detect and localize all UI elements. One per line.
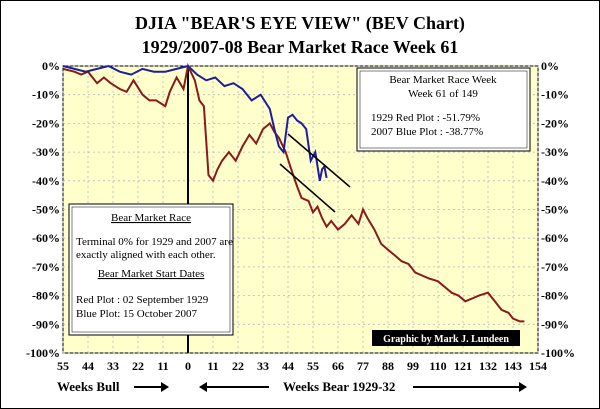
y-tick-label-left: -80% bbox=[32, 289, 60, 303]
y-tick-label-left: -100% bbox=[26, 346, 60, 360]
x-tick-label: 44 bbox=[282, 359, 294, 373]
bottom-label-bull: Weeks Bull bbox=[57, 379, 120, 394]
y-tick-label-left: -90% bbox=[32, 317, 60, 331]
x-tick-label: 33 bbox=[107, 359, 119, 373]
y-tick-label-right: 0% bbox=[541, 59, 559, 73]
y-axis-right: 0% -10% -20% -30% -40% -50% -60% -70% -80% -90% -1… bbox=[541, 59, 575, 360]
y-tick-label-right: -20% bbox=[541, 116, 569, 130]
x-tick-label: 55 bbox=[307, 359, 319, 373]
race-week-box-inner bbox=[359, 70, 528, 149]
arrow-bull-head bbox=[161, 382, 169, 392]
y-tick-label-left: -50% bbox=[32, 203, 60, 217]
credit-text: Graphic by Mark J. Lundeen bbox=[383, 334, 509, 345]
race-week-subtitle: Week 61 of 149 bbox=[408, 88, 478, 100]
x-axis: 55 44 33 22 11 0 11 22 33 44 55 66 77 88 99 110 121 132 14… bbox=[57, 359, 547, 373]
notes-text-line2: exactly aligned with each other. bbox=[76, 249, 216, 261]
y-tick-label-left: -30% bbox=[32, 145, 60, 159]
y-tick-label-left: -10% bbox=[32, 88, 60, 102]
y-tick-label-left: -60% bbox=[32, 231, 60, 245]
y-tick-label-right: -100% bbox=[541, 346, 575, 360]
y-tick-label-right: -10% bbox=[541, 88, 569, 102]
x-tick-label: 132 bbox=[479, 359, 497, 373]
trend-line-lower bbox=[279, 163, 336, 213]
y-tick-label-right: -70% bbox=[541, 260, 569, 274]
y-tick-label-left: -40% bbox=[32, 174, 60, 188]
x-tick-label: 11 bbox=[207, 359, 218, 373]
x-tick-label: 121 bbox=[454, 359, 472, 373]
bottom-label-bear: Weeks Bear 1929-32 bbox=[283, 379, 395, 394]
x-tick-label: 77 bbox=[357, 359, 369, 373]
y-tick-label-right: -30% bbox=[541, 145, 569, 159]
y-tick-label-right: -40% bbox=[541, 174, 569, 188]
y-tick-label-left: -70% bbox=[32, 260, 60, 274]
x-tick-label: 22 bbox=[132, 359, 144, 373]
y-tick-label-left: 0% bbox=[42, 59, 60, 73]
y-tick-label-right: -60% bbox=[541, 231, 569, 245]
x-tick-label: 33 bbox=[257, 359, 269, 373]
x-tick-label: 110 bbox=[429, 359, 446, 373]
x-tick-label: 44 bbox=[82, 359, 94, 373]
arrow-bear-left-head bbox=[199, 382, 207, 392]
chart-title: DJIA "BEAR'S EYE VIEW" (BEV Chart) bbox=[135, 13, 465, 34]
notes-text-line1: Terminal 0% for 1929 and 2007 are bbox=[76, 236, 233, 248]
y-axis-left: 0% -10% -20% -30% -40% -50% -60% -70% -80% -90% -1… bbox=[26, 59, 60, 360]
x-tick-label: 55 bbox=[57, 359, 69, 373]
arrow-bear-right-head bbox=[519, 382, 527, 392]
race-week-blue-value: 2007 Blue Plot : -38.77% bbox=[371, 126, 483, 138]
series-1929-red-line bbox=[62, 62, 525, 323]
x-tick-label: 22 bbox=[232, 359, 244, 373]
x-tick-label: 143 bbox=[504, 359, 522, 373]
notes-box bbox=[68, 203, 234, 336]
chart-subtitle: 1929/2007-08 Bear Market Race Week 61 bbox=[142, 37, 459, 57]
x-tick-label: 154 bbox=[529, 359, 547, 373]
notes-heading-dates: Bear Market Start Dates bbox=[98, 268, 205, 280]
notes-red-date: Red Plot : 02 September 1929 bbox=[76, 294, 209, 306]
y-tick-label-right: -50% bbox=[541, 203, 569, 217]
x-tick-label: 88 bbox=[382, 359, 394, 373]
x-tick-label: 66 bbox=[332, 359, 344, 373]
x-tick-label: 11 bbox=[157, 359, 168, 373]
y-tick-label-right: -80% bbox=[541, 289, 569, 303]
series-2007-blue-line bbox=[62, 64, 328, 181]
trend-line-upper bbox=[287, 133, 351, 188]
race-week-box bbox=[356, 67, 531, 152]
race-week-red-value: 1929 Red Plot : -51.79% bbox=[371, 112, 480, 124]
credit-box bbox=[372, 330, 520, 346]
race-week-title: Bear Market Race Week bbox=[389, 74, 497, 86]
x-tick-label: 99 bbox=[407, 359, 419, 373]
notes-blue-date: Blue Plot: 15 October 2007 bbox=[76, 308, 197, 320]
x-tick-label: 0 bbox=[185, 359, 191, 373]
y-tick-label-right: -90% bbox=[541, 317, 569, 331]
notes-box-inner bbox=[71, 206, 231, 333]
y-tick-label-left: -20% bbox=[32, 116, 60, 130]
notes-heading-race: Bear Market Race bbox=[111, 212, 191, 224]
